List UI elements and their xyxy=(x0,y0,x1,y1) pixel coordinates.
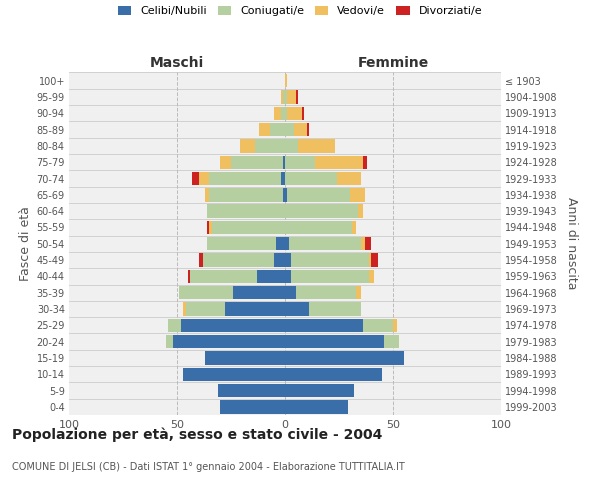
Bar xyxy=(385,335,400,348)
Bar xyxy=(277,237,285,250)
Bar xyxy=(393,318,397,332)
Bar xyxy=(209,221,212,234)
Bar xyxy=(298,139,335,152)
Bar xyxy=(285,90,287,104)
Bar xyxy=(209,172,281,185)
Bar xyxy=(285,335,385,348)
Text: Femmine: Femmine xyxy=(358,56,428,70)
Bar xyxy=(166,335,173,348)
Bar xyxy=(285,156,315,169)
Bar xyxy=(220,400,285,413)
Bar xyxy=(369,254,371,266)
Bar xyxy=(285,254,292,266)
Bar xyxy=(281,106,285,120)
Bar xyxy=(285,286,296,300)
Bar xyxy=(212,221,285,234)
Bar xyxy=(296,286,356,300)
Bar xyxy=(363,318,393,332)
Bar xyxy=(233,286,285,300)
Bar xyxy=(281,172,285,185)
Bar xyxy=(289,237,361,250)
Bar xyxy=(239,139,255,152)
Bar xyxy=(181,318,285,332)
Bar xyxy=(365,237,371,250)
Text: COMUNE DI JELSI (CB) - Dati ISTAT 1° gennaio 2004 - Elaborazione TUTTITALIA.IT: COMUNE DI JELSI (CB) - Dati ISTAT 1° gen… xyxy=(12,462,405,472)
Bar xyxy=(255,139,285,152)
Bar xyxy=(218,384,285,397)
Bar xyxy=(199,254,203,266)
Bar xyxy=(285,368,382,381)
Bar xyxy=(361,237,365,250)
Bar xyxy=(307,123,309,136)
Bar xyxy=(292,254,369,266)
Text: Popolazione per età, sesso e stato civile - 2004: Popolazione per età, sesso e stato civil… xyxy=(12,428,382,442)
Bar xyxy=(293,123,307,136)
Bar xyxy=(309,302,361,316)
Bar xyxy=(371,254,378,266)
Bar xyxy=(209,188,283,202)
Bar xyxy=(315,156,363,169)
Bar xyxy=(285,270,292,283)
Bar xyxy=(190,270,257,283)
Bar xyxy=(302,106,304,120)
Legend: Celibi/Nubili, Coniugati/e, Vedovi/e, Divorziati/e: Celibi/Nubili, Coniugati/e, Vedovi/e, Di… xyxy=(118,6,482,16)
Bar xyxy=(285,351,404,364)
Bar xyxy=(283,156,285,169)
Bar xyxy=(281,90,283,104)
Bar xyxy=(205,188,209,202)
Y-axis label: Fasce di età: Fasce di età xyxy=(19,206,32,281)
Bar xyxy=(285,106,287,120)
Bar xyxy=(287,90,296,104)
Bar xyxy=(207,237,277,250)
Bar xyxy=(287,106,302,120)
Bar xyxy=(274,254,285,266)
Bar xyxy=(285,400,347,413)
Bar xyxy=(285,139,298,152)
Y-axis label: Anni di nascita: Anni di nascita xyxy=(565,198,578,290)
Bar xyxy=(285,384,354,397)
Bar xyxy=(358,204,363,218)
Bar xyxy=(363,156,367,169)
Bar xyxy=(270,123,285,136)
Bar xyxy=(257,270,285,283)
Bar xyxy=(285,172,337,185)
Bar xyxy=(184,302,185,316)
Bar xyxy=(285,74,287,88)
Bar xyxy=(173,335,285,348)
Bar xyxy=(352,221,356,234)
Bar xyxy=(185,302,224,316)
Bar xyxy=(285,188,287,202)
Bar xyxy=(285,237,289,250)
Text: Maschi: Maschi xyxy=(150,56,204,70)
Bar xyxy=(285,302,309,316)
Bar xyxy=(224,302,285,316)
Bar xyxy=(169,318,181,332)
Bar xyxy=(207,221,209,234)
Bar xyxy=(179,286,233,300)
Bar xyxy=(356,286,361,300)
Bar xyxy=(283,188,285,202)
Bar xyxy=(285,204,358,218)
Bar xyxy=(283,90,285,104)
Bar xyxy=(188,270,190,283)
Bar xyxy=(274,106,281,120)
Bar xyxy=(203,254,274,266)
Bar xyxy=(369,270,374,283)
Bar xyxy=(287,188,350,202)
Bar xyxy=(285,221,352,234)
Bar xyxy=(285,318,363,332)
Bar xyxy=(192,172,199,185)
Bar xyxy=(259,123,270,136)
Bar xyxy=(337,172,361,185)
Bar xyxy=(220,156,231,169)
Bar xyxy=(184,368,285,381)
Bar xyxy=(199,172,209,185)
Bar xyxy=(231,156,283,169)
Bar xyxy=(350,188,365,202)
Bar xyxy=(296,90,298,104)
Bar xyxy=(207,204,285,218)
Bar xyxy=(205,351,285,364)
Bar xyxy=(285,123,293,136)
Bar xyxy=(292,270,369,283)
